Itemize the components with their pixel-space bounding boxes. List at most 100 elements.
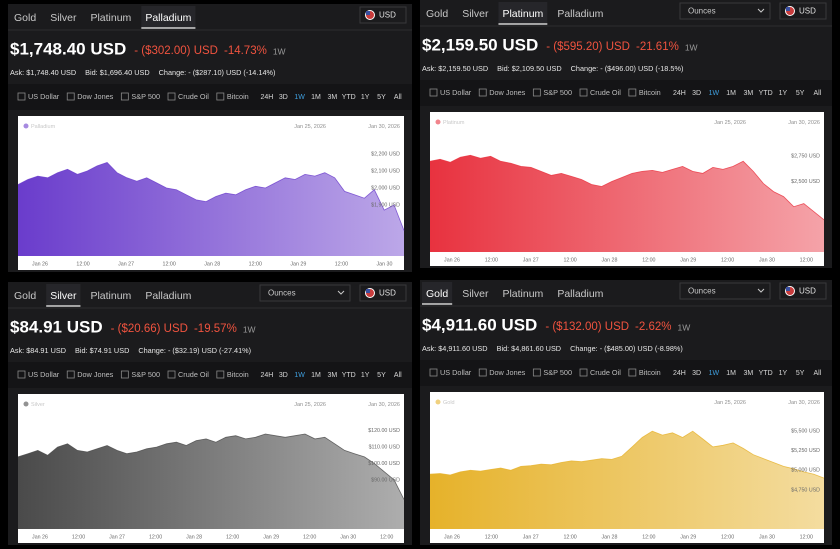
- range-button[interactable]: All: [813, 370, 821, 377]
- unit-label[interactable]: Ounces: [268, 289, 296, 298]
- range-button[interactable]: 3M: [328, 94, 338, 101]
- range-button[interactable]: 1W: [709, 90, 720, 97]
- compare-label[interactable]: US Dollar: [28, 92, 60, 101]
- compare-checkbox[interactable]: [579, 88, 588, 97]
- range-button[interactable]: 5Y: [377, 94, 386, 101]
- range-button[interactable]: YTD: [342, 94, 356, 101]
- compare-label[interactable]: S&P 500: [543, 88, 572, 97]
- metal-tab[interactable]: Silver: [50, 290, 77, 302]
- range-button[interactable]: 1Y: [779, 90, 788, 97]
- compare-label[interactable]: Crude Oil: [590, 368, 621, 377]
- range-button[interactable]: 5Y: [796, 90, 805, 97]
- compare-checkbox[interactable]: [120, 92, 129, 101]
- currency-label[interactable]: USD: [799, 7, 816, 16]
- range-button[interactable]: All: [813, 90, 821, 97]
- range-button[interactable]: 1W: [709, 370, 720, 377]
- range-button[interactable]: 5Y: [796, 370, 805, 377]
- range-button[interactable]: 3D: [692, 370, 701, 377]
- metal-tab[interactable]: Platinum: [502, 8, 543, 20]
- unit-label[interactable]: Ounces: [688, 287, 716, 296]
- compare-label[interactable]: S&P 500: [131, 370, 160, 379]
- compare-checkbox[interactable]: [167, 370, 176, 379]
- compare-checkbox[interactable]: [120, 370, 129, 379]
- compare-label[interactable]: Crude Oil: [178, 92, 209, 101]
- currency-label[interactable]: USD: [799, 287, 816, 296]
- range-button[interactable]: 3D: [279, 94, 288, 101]
- metal-tab[interactable]: Gold: [14, 290, 36, 302]
- compare-checkbox[interactable]: [532, 88, 541, 97]
- compare-checkbox[interactable]: [17, 92, 26, 101]
- compare-label[interactable]: Bitcoin: [227, 92, 249, 101]
- compare-checkbox[interactable]: [66, 370, 75, 379]
- range-button[interactable]: 3D: [692, 90, 701, 97]
- metal-tab[interactable]: Gold: [426, 8, 448, 20]
- compare-label[interactable]: US Dollar: [28, 370, 60, 379]
- range-button[interactable]: 3M: [744, 370, 754, 377]
- compare-label[interactable]: US Dollar: [440, 368, 472, 377]
- metal-tab[interactable]: Palladium: [557, 288, 603, 300]
- unit-dropdown[interactable]: [679, 2, 771, 20]
- metal-tab[interactable]: Platinum: [90, 290, 131, 302]
- compare-checkbox[interactable]: [532, 368, 541, 377]
- range-button[interactable]: 1M: [311, 372, 321, 379]
- range-button[interactable]: YTD: [759, 90, 773, 97]
- range-button[interactable]: 24H: [673, 370, 686, 377]
- metal-tab[interactable]: Silver: [462, 288, 489, 300]
- compare-label[interactable]: Dow Jones: [489, 368, 525, 377]
- currency-label[interactable]: USD: [379, 289, 396, 298]
- compare-label[interactable]: Bitcoin: [639, 368, 661, 377]
- range-button[interactable]: 24H: [261, 94, 274, 101]
- compare-checkbox[interactable]: [478, 88, 487, 97]
- range-button[interactable]: All: [394, 94, 402, 101]
- compare-label[interactable]: S&P 500: [543, 368, 572, 377]
- metal-tab[interactable]: Platinum: [502, 288, 543, 300]
- compare-label[interactable]: Dow Jones: [489, 88, 525, 97]
- range-button[interactable]: 24H: [673, 90, 686, 97]
- range-button[interactable]: All: [394, 372, 402, 379]
- range-button[interactable]: 1M: [311, 94, 321, 101]
- compare-checkbox[interactable]: [167, 92, 176, 101]
- range-button[interactable]: 1W: [294, 372, 305, 379]
- compare-label[interactable]: Dow Jones: [77, 92, 113, 101]
- compare-checkbox[interactable]: [66, 92, 75, 101]
- metal-tab[interactable]: Platinum: [90, 12, 131, 24]
- compare-checkbox[interactable]: [579, 368, 588, 377]
- unit-dropdown[interactable]: [259, 284, 351, 302]
- compare-label[interactable]: US Dollar: [440, 88, 472, 97]
- range-button[interactable]: 1M: [726, 90, 736, 97]
- range-button[interactable]: 3M: [744, 90, 754, 97]
- compare-checkbox[interactable]: [216, 370, 225, 379]
- tab-background[interactable]: [498, 2, 548, 24]
- compare-label[interactable]: Crude Oil: [178, 370, 209, 379]
- compare-label[interactable]: Bitcoin: [639, 88, 661, 97]
- range-button[interactable]: 1Y: [361, 94, 370, 101]
- compare-label[interactable]: S&P 500: [131, 92, 160, 101]
- metal-tab[interactable]: Silver: [462, 8, 489, 20]
- range-button[interactable]: 1W: [294, 94, 305, 101]
- unit-dropdown[interactable]: [679, 282, 771, 300]
- compare-checkbox[interactable]: [429, 368, 438, 377]
- range-button[interactable]: 3M: [328, 372, 338, 379]
- metal-tab[interactable]: Palladium: [557, 8, 603, 20]
- metal-tab[interactable]: Palladium: [145, 290, 191, 302]
- compare-checkbox[interactable]: [429, 88, 438, 97]
- compare-checkbox[interactable]: [628, 368, 637, 377]
- range-button[interactable]: 3D: [279, 372, 288, 379]
- compare-label[interactable]: Bitcoin: [227, 370, 249, 379]
- range-button[interactable]: 5Y: [377, 372, 386, 379]
- tab-background[interactable]: [141, 6, 196, 28]
- metal-tab[interactable]: Palladium: [145, 12, 191, 24]
- compare-checkbox[interactable]: [216, 92, 225, 101]
- tab-background[interactable]: [46, 284, 81, 306]
- currency-label[interactable]: USD: [379, 11, 396, 20]
- unit-label[interactable]: Ounces: [688, 7, 716, 16]
- range-button[interactable]: YTD: [759, 370, 773, 377]
- range-button[interactable]: 24H: [261, 372, 274, 379]
- range-button[interactable]: 1M: [726, 370, 736, 377]
- metal-tab[interactable]: Gold: [14, 12, 36, 24]
- range-button[interactable]: YTD: [342, 372, 356, 379]
- range-button[interactable]: 1Y: [779, 370, 788, 377]
- range-button[interactable]: 1Y: [361, 372, 370, 379]
- compare-checkbox[interactable]: [17, 370, 26, 379]
- compare-label[interactable]: Dow Jones: [77, 370, 113, 379]
